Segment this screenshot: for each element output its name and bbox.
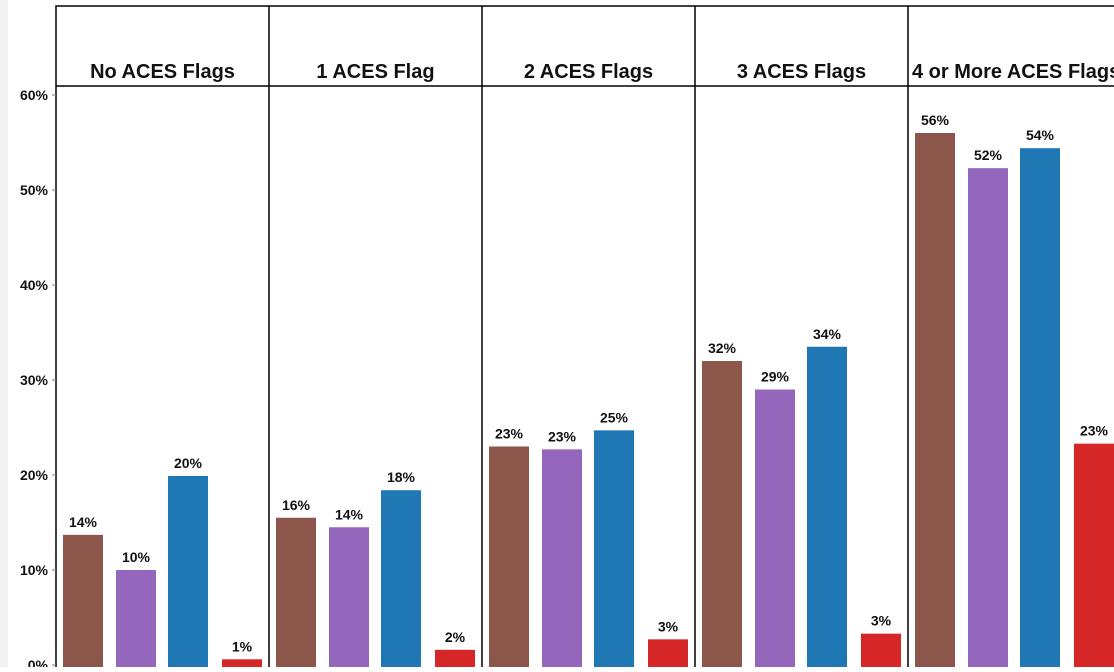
y-tick-label: 50%	[20, 182, 49, 198]
bar-4-4	[861, 633, 901, 669]
data-label-1-4: 1%	[232, 638, 253, 654]
left-margin-strip	[0, 0, 8, 667]
data-labels: 14% 10% 20% 1% 16% 14% 18% 2% 23% 23% 25% 3% 32% 29% 3…	[69, 112, 1109, 654]
bar-2-1	[276, 517, 316, 669]
data-label-4-1: 32%	[708, 340, 737, 356]
bar-4-3	[807, 346, 847, 669]
data-label-1-2: 10%	[122, 549, 151, 565]
data-label-3-3: 25%	[600, 409, 629, 425]
bar-5-4	[1074, 443, 1114, 669]
data-label-4-2: 29%	[761, 369, 790, 385]
bar-4-2	[755, 389, 795, 669]
bar-3-1	[489, 446, 529, 669]
panel-title-3: 2 ACES Flags	[524, 61, 653, 83]
y-tick-label: 60%	[20, 87, 49, 103]
y-tick-label: 10%	[20, 562, 49, 578]
bar-5-1	[915, 133, 955, 669]
bar-1-4	[222, 659, 262, 669]
data-label-2-3: 18%	[387, 469, 416, 485]
data-label-1-1: 14%	[69, 514, 98, 530]
bar-1-1	[63, 534, 103, 669]
data-label-3-1: 23%	[495, 426, 524, 442]
panel-title-2: 1 ACES Flag	[316, 61, 434, 83]
data-label-4-3: 34%	[813, 326, 842, 342]
bar-2-4	[435, 649, 475, 669]
data-label-3-2: 23%	[548, 428, 577, 444]
bars	[63, 133, 1114, 669]
bar-3-4	[648, 639, 688, 669]
data-label-5-2: 52%	[974, 147, 1003, 163]
bar-5-3	[1020, 148, 1060, 669]
bar-1-2	[116, 570, 156, 669]
data-label-1-3: 20%	[174, 455, 203, 471]
panel-title-4: 3 ACES Flags	[737, 61, 866, 83]
data-label-2-1: 16%	[282, 497, 311, 513]
plot-frame-outer	[55, 5, 1114, 672]
bar-2-3	[381, 490, 421, 669]
data-label-5-1: 56%	[921, 112, 950, 128]
data-label-3-4: 3%	[658, 618, 679, 634]
y-tick-label: 40%	[20, 277, 49, 293]
data-label-2-4: 2%	[445, 629, 466, 645]
panel-title-1: No ACES Flags	[90, 61, 235, 83]
bar-3-3	[594, 430, 634, 669]
panel-dividers	[268, 6, 909, 667]
data-label-5-4: 23%	[1080, 423, 1109, 439]
data-label-5-3: 54%	[1026, 127, 1055, 143]
data-label-2-2: 14%	[335, 506, 364, 522]
y-tick-label: 0%	[28, 657, 49, 667]
bar-4-1	[702, 361, 742, 669]
panel-titles: No ACES Flags 1 ACES Flag 2 ACES Flags 3 AC…	[90, 61, 1114, 83]
panel-title-5: 4 or More ACES Flags	[912, 61, 1114, 83]
y-axis: 0% 10% 20% 30% 40% 50% 60%	[20, 87, 56, 672]
bar-1-3	[168, 475, 208, 669]
y-tick-label: 20%	[20, 467, 49, 483]
bar-3-2	[542, 449, 582, 669]
y-tick-label: 30%	[20, 372, 49, 388]
data-label-4-4: 3%	[871, 613, 892, 629]
bar-2-2	[329, 527, 369, 669]
bar-5-2	[968, 168, 1008, 669]
